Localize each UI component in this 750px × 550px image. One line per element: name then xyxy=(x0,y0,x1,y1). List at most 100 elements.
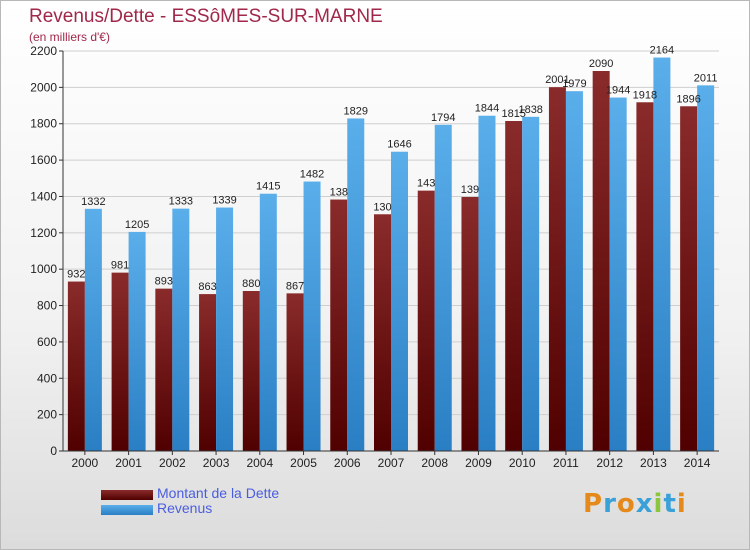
bar-revenus xyxy=(478,115,496,452)
x-tick-label: 2004 xyxy=(246,456,273,470)
x-tick-label: 2008 xyxy=(421,456,448,470)
data-label-revenus: 1205 xyxy=(125,219,149,231)
bar-revenus xyxy=(216,207,234,451)
data-label-dette: 2001 xyxy=(545,74,569,86)
data-label-dette: 932 xyxy=(67,269,85,281)
data-label-dette: 863 xyxy=(198,281,216,293)
y-tick-label: 1000 xyxy=(30,262,57,276)
x-tick-label: 2006 xyxy=(334,456,361,470)
y-tick-label: 1600 xyxy=(30,153,57,167)
x-tick-label: 2012 xyxy=(596,456,623,470)
logo-letter: x xyxy=(635,489,654,519)
data-label-revenus: 1829 xyxy=(344,105,368,117)
data-label-revenus: 1339 xyxy=(212,195,236,207)
x-tick-label: 2007 xyxy=(378,456,405,470)
bar-revenus xyxy=(259,193,277,451)
bar-revenus xyxy=(697,85,715,451)
data-label-revenus: 2011 xyxy=(694,72,718,84)
x-tick-label: 2002 xyxy=(159,456,186,470)
y-tick-label: 1200 xyxy=(30,226,57,240)
bar-dette xyxy=(330,199,348,451)
data-label-revenus: 1646 xyxy=(387,139,411,151)
bar-revenus xyxy=(565,91,583,451)
data-label-dette: 1918 xyxy=(633,89,657,101)
y-tick-label: 1400 xyxy=(30,189,57,203)
bar-revenus xyxy=(128,231,146,451)
y-tick-label: 600 xyxy=(37,335,57,349)
data-label-revenus: 1332 xyxy=(81,196,105,208)
bar-revenus xyxy=(653,57,671,451)
legend-label-dette: Montant de la Dette xyxy=(157,485,280,501)
data-label-dette: 867 xyxy=(286,280,304,292)
data-label-revenus: 1482 xyxy=(300,169,324,181)
bar-revenus xyxy=(84,208,102,451)
logo-letter: i xyxy=(676,489,687,519)
bar-revenus xyxy=(609,97,627,451)
data-label-dette: 893 xyxy=(155,276,173,288)
bar-dette xyxy=(505,121,523,451)
y-tick-label: 2200 xyxy=(30,44,57,58)
bar-revenus xyxy=(522,116,540,452)
y-tick-label: 800 xyxy=(37,299,57,313)
bar-dette xyxy=(461,197,479,451)
bar-dette xyxy=(548,87,566,451)
bar-dette xyxy=(155,288,173,451)
logo-letter: t xyxy=(663,489,677,519)
x-tick-label: 2010 xyxy=(509,456,536,470)
data-label-revenus: 1415 xyxy=(256,181,280,193)
bar-dette xyxy=(242,291,260,451)
x-tick-label: 2011 xyxy=(553,456,579,470)
data-label-dette: 981 xyxy=(111,260,129,272)
data-label-dette: 1815 xyxy=(501,108,525,120)
logo-letter: i xyxy=(653,489,664,519)
data-label-revenus: 1944 xyxy=(606,85,630,97)
data-label-dette: 143 xyxy=(417,178,435,190)
y-tick-label: 0 xyxy=(50,444,57,458)
chart-subtitle: (en milliers d'€) xyxy=(29,30,110,44)
bar-revenus xyxy=(172,208,190,451)
data-label-revenus: 1844 xyxy=(475,103,499,115)
chart-title: Revenus/Dette - ESSôMES-SUR-MARNE xyxy=(29,6,383,27)
bar-revenus xyxy=(303,181,321,451)
bar-dette xyxy=(111,272,129,451)
data-label-dette: 880 xyxy=(242,278,260,290)
data-label-dette: 2090 xyxy=(589,58,613,70)
data-label-revenus: 1838 xyxy=(518,104,542,116)
x-tick-label: 2003 xyxy=(203,456,230,470)
data-label-revenus: 1794 xyxy=(431,112,455,124)
data-label-revenus: 1979 xyxy=(562,78,586,90)
x-tick-label: 2013 xyxy=(640,456,667,470)
bar-dette xyxy=(374,214,391,451)
data-label-dette: 139 xyxy=(461,184,479,196)
x-tick-label: 2001 xyxy=(115,456,142,470)
legend-swatch-revenus xyxy=(101,505,153,515)
bar-dette xyxy=(199,294,217,451)
proxiti-logo: Proxiti xyxy=(583,489,687,519)
legend-label-revenus: Revenus xyxy=(157,500,213,516)
data-label-dette: 1896 xyxy=(676,93,700,105)
data-label-dette: 130 xyxy=(373,201,391,213)
y-tick-label: 400 xyxy=(37,371,57,385)
bar-dette xyxy=(636,102,654,451)
bar-dette xyxy=(680,106,698,451)
bar-dette xyxy=(67,281,85,451)
bar-revenus xyxy=(347,118,365,452)
y-tick-label: 200 xyxy=(37,408,57,422)
legend-swatch-dette xyxy=(101,490,153,500)
data-label-revenus: 2164 xyxy=(650,45,674,57)
bar-revenus xyxy=(391,151,408,451)
bar-dette xyxy=(286,293,304,451)
bar-dette xyxy=(592,71,610,451)
data-label-dette: 138 xyxy=(330,187,348,199)
bar-dette xyxy=(417,190,435,452)
x-tick-label: 2009 xyxy=(465,456,492,470)
data-label-revenus: 1333 xyxy=(169,196,193,208)
x-tick-label: 2014 xyxy=(684,456,711,470)
y-tick-label: 1800 xyxy=(30,117,57,131)
logo-letter: r xyxy=(603,489,617,519)
x-tick-label: 2005 xyxy=(290,456,317,470)
bar-revenus xyxy=(434,124,452,452)
logo-letter: P xyxy=(583,489,604,519)
